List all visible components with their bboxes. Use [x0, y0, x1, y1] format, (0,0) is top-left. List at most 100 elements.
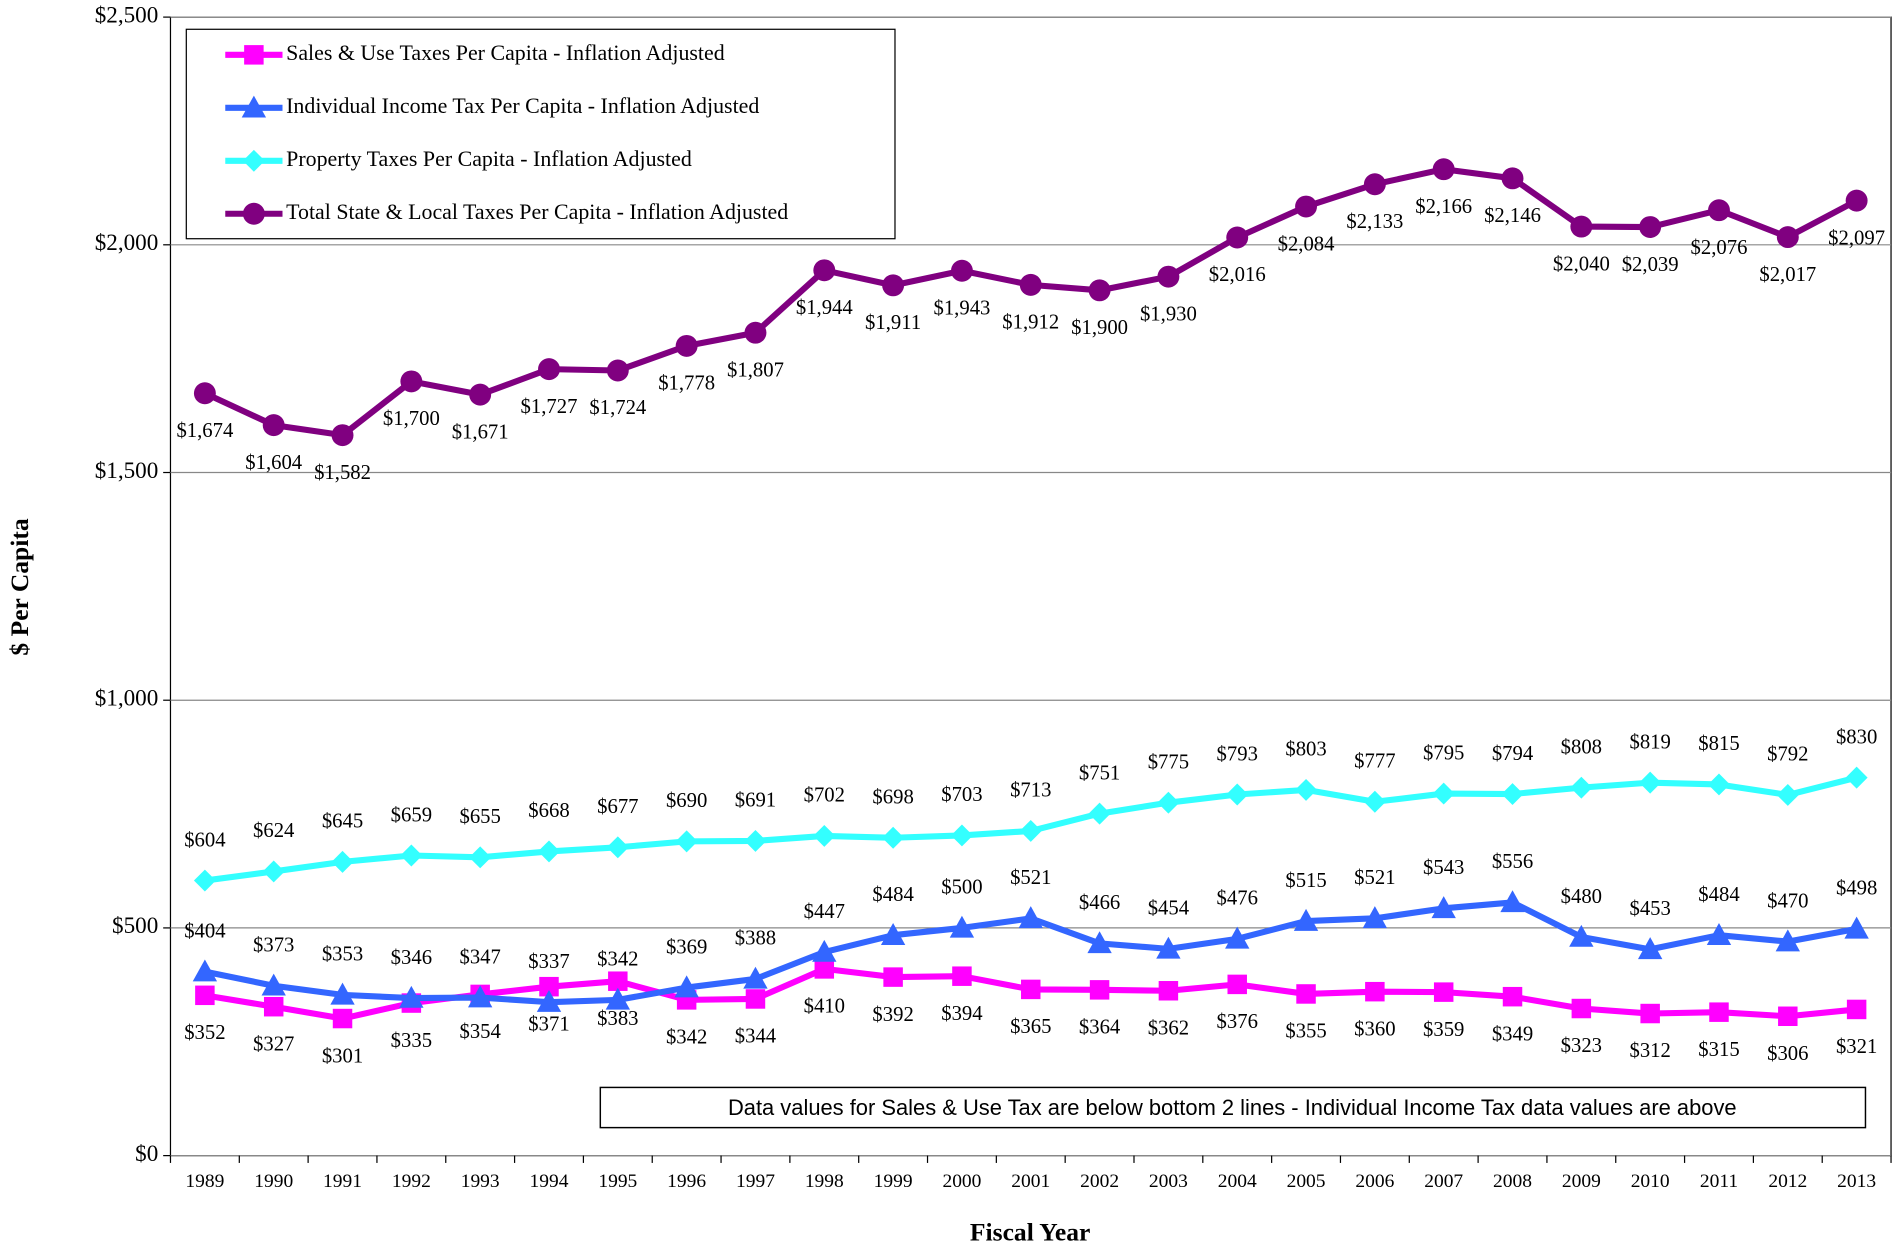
point-marker [743, 966, 768, 989]
data-label: $394 [941, 1003, 983, 1025]
x-axis-label: Fiscal Year [970, 1218, 1090, 1247]
point-marker [1295, 778, 1318, 801]
x-tick-label: 2010 [1631, 1171, 1670, 1192]
data-label: $301 [322, 1045, 363, 1067]
point-marker [1156, 936, 1181, 959]
point-marker [1157, 265, 1180, 288]
point-marker [1362, 906, 1388, 929]
data-label: $392 [872, 1004, 913, 1026]
data-label: $470 [1767, 890, 1808, 912]
data-label: $521 [1354, 867, 1395, 889]
point-marker [1363, 173, 1386, 196]
y-tick-label: $0 [135, 1141, 158, 1167]
point-marker [1639, 771, 1662, 794]
data-label: $323 [1561, 1035, 1602, 1057]
point-marker [331, 850, 354, 873]
data-label: $793 [1217, 743, 1258, 765]
point-marker [1365, 981, 1385, 1002]
point-marker [538, 358, 560, 381]
data-label: $312 [1629, 1040, 1670, 1062]
point-marker [331, 424, 354, 447]
point-marker [1019, 273, 1042, 296]
point-marker [1089, 980, 1110, 1000]
data-label: $677 [597, 796, 638, 818]
point-marker [1844, 916, 1869, 939]
data-label: $2,146 [1484, 205, 1541, 227]
point-marker [812, 939, 837, 962]
y-tick-label: $2,000 [95, 230, 159, 256]
point-marker [192, 959, 218, 982]
point-marker [1775, 929, 1800, 952]
data-label: $1,911 [865, 312, 921, 334]
point-marker [195, 985, 215, 1006]
legend-box [185, 28, 896, 240]
point-marker [536, 989, 562, 1012]
data-label: $668 [528, 800, 569, 822]
point-marker [1501, 167, 1524, 190]
x-tick-label: 1999 [874, 1171, 913, 1192]
point-marker [675, 334, 698, 357]
data-label: $2,097 [1828, 227, 1885, 249]
data-label: $342 [666, 1027, 707, 1049]
data-label: $404 [184, 920, 226, 942]
x-tick-label: 2005 [1287, 1171, 1326, 1192]
point-marker [262, 414, 285, 437]
point-marker [1501, 783, 1524, 805]
x-tick-label: 1994 [530, 1171, 569, 1192]
point-marker [400, 844, 423, 867]
data-label: $1,582 [314, 462, 371, 484]
y-tick-label: $1,500 [95, 458, 159, 484]
point-marker [1295, 195, 1318, 218]
data-label: $556 [1492, 851, 1533, 873]
legend-label: Property Taxes Per Capita - Inflation Ad… [286, 146, 692, 171]
x-tick-label: 1991 [323, 1171, 362, 1192]
data-label: $410 [804, 996, 845, 1018]
data-label: $349 [1492, 1023, 1533, 1045]
data-label: $2,016 [1209, 264, 1266, 286]
data-label: $344 [735, 1026, 777, 1048]
point-marker [608, 971, 628, 991]
data-label: $373 [253, 935, 294, 957]
point-marker [1021, 979, 1041, 1000]
y-tick-label: $1,000 [95, 686, 159, 712]
x-tick-label: 1998 [805, 1171, 844, 1192]
data-label: $794 [1492, 743, 1534, 765]
data-label: $2,076 [1691, 237, 1748, 259]
legend-label: Total State & Local Taxes Per Capita - I… [286, 199, 788, 224]
data-label: $500 [941, 877, 982, 899]
data-label: $352 [184, 1022, 225, 1044]
point-marker [1570, 215, 1593, 238]
point-marker [880, 923, 906, 945]
data-label: $698 [872, 787, 913, 809]
legend-marker [241, 95, 267, 118]
data-label: $624 [253, 820, 295, 842]
point-marker [330, 982, 355, 1005]
data-label: $364 [1079, 1017, 1121, 1039]
point-marker [606, 359, 629, 382]
data-label: $480 [1561, 886, 1602, 908]
data-label: $645 [322, 811, 363, 833]
data-label: $355 [1285, 1021, 1326, 1043]
x-tick-label: 1989 [185, 1171, 224, 1192]
point-marker [1846, 999, 1867, 1020]
point-marker [952, 966, 972, 986]
data-label: $346 [391, 947, 432, 969]
data-label: $819 [1629, 731, 1670, 753]
point-marker [1293, 908, 1319, 931]
point-marker [744, 321, 767, 344]
x-tick-label: 2012 [1768, 1171, 1807, 1192]
data-label: $521 [1010, 867, 1051, 889]
annotation: Data values for Sales & Use Tax are belo… [728, 1095, 1737, 1120]
data-label: $604 [184, 829, 226, 851]
data-label: $803 [1285, 739, 1326, 761]
point-marker [399, 985, 424, 1008]
data-label: $1,943 [933, 297, 990, 319]
point-marker [1225, 926, 1250, 949]
data-label: $691 [735, 790, 776, 812]
point-marker [950, 824, 973, 847]
point-marker [1431, 896, 1456, 919]
x-tick-label: 1993 [461, 1171, 500, 1192]
data-label: $315 [1698, 1039, 1739, 1061]
